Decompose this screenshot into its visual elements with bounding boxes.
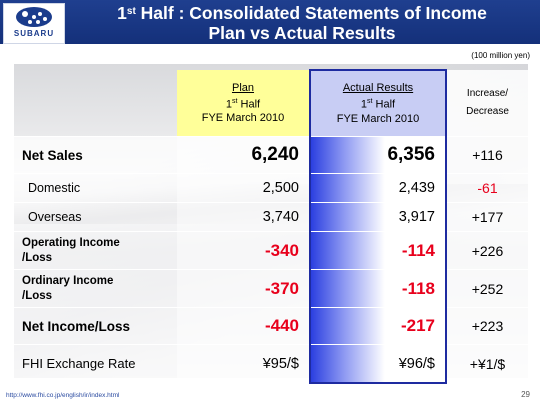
table-row-operating-income: Operating Income /Loss -340 -114 +226 — [14, 231, 528, 270]
change-value: +¥1/$ — [446, 344, 528, 384]
page-number: 29 — [521, 390, 530, 399]
actual-value: -114 — [309, 231, 447, 270]
subaru-logo: SUBARU — [3, 3, 65, 44]
header-blank-cell — [14, 70, 177, 137]
change-value: +252 — [446, 269, 528, 308]
plan-value: -370 — [177, 269, 310, 308]
plan-value: 3,740 — [177, 202, 310, 232]
table-row-exchange-rate: FHI Exchange Rate ¥95/$ ¥96/$ +¥1/$ — [14, 344, 528, 384]
row-label: Operating Income /Loss — [14, 231, 177, 270]
actual-value: 3,917 — [309, 202, 447, 232]
footer-url-link[interactable]: http://www.fhi.co.jp/english/ir/index.ht… — [6, 392, 120, 399]
actual-value: 6,356 — [309, 136, 447, 174]
table-row-overseas: Overseas 3,740 3,917 +177 — [14, 202, 528, 232]
slide-title: 1st Half : Consolidated Statements of In… — [66, 2, 538, 43]
increase-column-header: Increase/ Decrease — [446, 70, 528, 137]
table-row-net-income: Net Income/Loss -440 -217 +223 — [14, 307, 528, 345]
actual-value: ¥96/$ — [309, 344, 447, 384]
title-line-2: Plan vs Actual Results — [208, 23, 396, 43]
title-line-1: 1st Half : Consolidated Statements of In… — [117, 3, 487, 23]
plan-value: 2,500 — [177, 173, 310, 203]
change-value: +226 — [446, 231, 528, 270]
units-note: (100 million yen) — [471, 51, 530, 60]
row-label: Domestic — [14, 173, 177, 203]
change-value: -61 — [446, 173, 528, 203]
slide-header: SUBARU 1st Half : Consolidated Statement… — [0, 0, 540, 44]
row-label: FHI Exchange Rate — [14, 344, 177, 384]
row-label: Overseas — [14, 202, 177, 232]
row-label: Ordinary Income /Loss — [14, 269, 177, 308]
actual-column-header: Actual Results 1st Half FYE March 2010 — [309, 69, 447, 137]
actual-value: -217 — [309, 307, 447, 345]
change-value: +177 — [446, 202, 528, 232]
income-statement-table: Plan 1st Half FYE March 2010 Actual Resu… — [14, 69, 528, 384]
change-value: +116 — [446, 136, 528, 174]
plan-value: -440 — [177, 307, 310, 345]
logo-wordmark: SUBARU — [13, 29, 55, 38]
table-row-net-sales: Net Sales 6,240 6,356 +116 — [14, 136, 528, 174]
table-row-ordinary-income: Ordinary Income /Loss -370 -118 +252 — [14, 269, 528, 308]
row-label: Net Income/Loss — [14, 307, 177, 345]
change-value: +223 — [446, 307, 528, 345]
plan-value: 6,240 — [177, 136, 310, 174]
row-label: Net Sales — [14, 136, 177, 174]
actual-value: -118 — [309, 269, 447, 308]
table-row-domestic: Domestic 2,500 2,439 -61 — [14, 173, 528, 203]
plan-value: -340 — [177, 231, 310, 270]
actual-value: 2,439 — [309, 173, 447, 203]
table-header-row: Plan 1st Half FYE March 2010 Actual Resu… — [14, 69, 528, 137]
plan-value: ¥95/$ — [177, 344, 310, 384]
plan-column-header: Plan 1st Half FYE March 2010 — [177, 70, 310, 137]
pleiades-emblem-icon — [16, 7, 52, 27]
